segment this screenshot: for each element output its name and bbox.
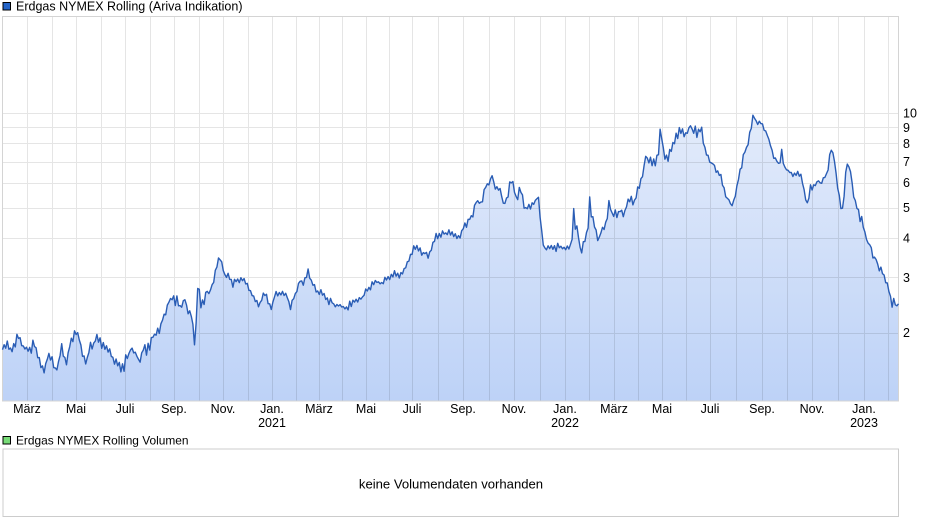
svg-text:März: März xyxy=(600,402,628,416)
svg-text:Juli: Juli xyxy=(116,402,135,416)
svg-text:Juli: Juli xyxy=(403,402,422,416)
svg-text:Nov.: Nov. xyxy=(211,402,236,416)
svg-text:3: 3 xyxy=(903,271,910,285)
svg-text:2021: 2021 xyxy=(258,416,286,430)
svg-text:7: 7 xyxy=(903,155,910,169)
svg-text:4: 4 xyxy=(903,232,910,246)
svg-text:6: 6 xyxy=(903,176,910,190)
svg-text:keine Volumendaten vorhanden: keine Volumendaten vorhanden xyxy=(359,477,543,492)
svg-text:9: 9 xyxy=(903,121,910,135)
svg-text:2022: 2022 xyxy=(551,416,579,430)
svg-text:Nov.: Nov. xyxy=(502,402,527,416)
svg-text:März: März xyxy=(305,402,333,416)
svg-text:Mai: Mai xyxy=(356,402,376,416)
svg-text:Sep.: Sep. xyxy=(161,402,187,416)
svg-text:2: 2 xyxy=(903,326,910,340)
svg-text:10: 10 xyxy=(903,107,917,121)
svg-text:5: 5 xyxy=(903,201,910,215)
svg-text:Jan.: Jan. xyxy=(852,402,876,416)
svg-text:8: 8 xyxy=(903,137,910,151)
svg-text:Erdgas NYMEX Rolling (Ariva In: Erdgas NYMEX Rolling (Ariva Indikation) xyxy=(16,0,242,14)
svg-text:Jan.: Jan. xyxy=(553,402,577,416)
svg-text:Sep.: Sep. xyxy=(749,402,775,416)
svg-text:Sep.: Sep. xyxy=(450,402,476,416)
svg-text:Juli: Juli xyxy=(701,402,720,416)
svg-text:Mai: Mai xyxy=(652,402,672,416)
svg-text:2023: 2023 xyxy=(850,416,878,430)
svg-text:Mai: Mai xyxy=(66,402,86,416)
svg-text:Jan.: Jan. xyxy=(260,402,284,416)
svg-text:März: März xyxy=(13,402,41,416)
svg-text:Erdgas NYMEX Rolling Volumen: Erdgas NYMEX Rolling Volumen xyxy=(16,434,189,448)
svg-text:Nov.: Nov. xyxy=(800,402,825,416)
